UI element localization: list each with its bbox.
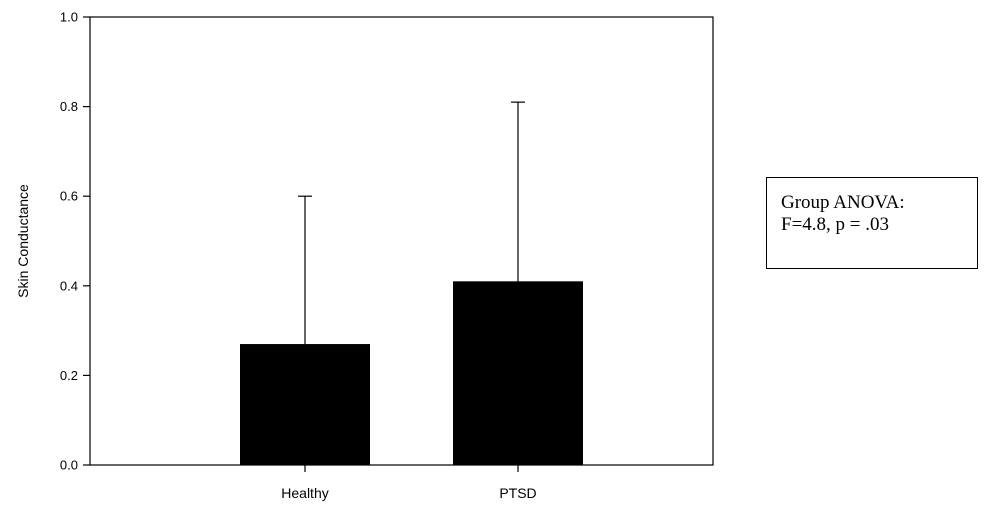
anova-annotation-box: Group ANOVA: F=4.8, p = .03 bbox=[766, 177, 978, 269]
annotation-line-1: Group ANOVA: bbox=[781, 192, 905, 213]
y-tick-label: 0.4 bbox=[60, 278, 78, 293]
y-tick-label: 0.0 bbox=[60, 458, 78, 473]
bar-healthy bbox=[240, 344, 370, 465]
y-tick-label: 1.0 bbox=[60, 10, 78, 25]
bar-ptsd bbox=[453, 281, 583, 465]
annotation-line-2: F=4.8, p = .03 bbox=[781, 214, 889, 235]
y-axis-ticks: 0.0 0.2 0.4 0.6 0.8 1.0 bbox=[60, 10, 90, 473]
x-axis-ticks: Healthy PTSD bbox=[281, 465, 537, 501]
y-tick-label: 0.8 bbox=[60, 99, 78, 114]
y-tick-label: 0.6 bbox=[60, 189, 78, 204]
bars bbox=[240, 101, 583, 465]
plot-area-frame bbox=[89, 16, 714, 466]
x-tick-label-healthy: Healthy bbox=[281, 485, 328, 501]
y-tick-label: 0.2 bbox=[60, 368, 78, 383]
x-tick-label-ptsd: PTSD bbox=[499, 485, 536, 501]
y-axis-label: Skin Conductance bbox=[15, 184, 31, 298]
